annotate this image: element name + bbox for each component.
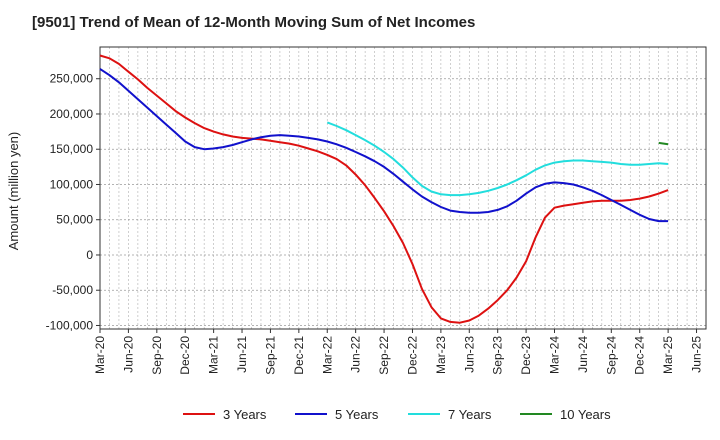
x-tick-label: Dec-24 bbox=[633, 336, 647, 375]
y-tick-label: -50,000 bbox=[52, 283, 93, 297]
x-tick-label: Jun-24 bbox=[576, 336, 590, 373]
y-tick-label: 50,000 bbox=[56, 213, 93, 227]
x-tick-label: Mar-20 bbox=[93, 336, 107, 374]
x-tick-label: Sep-22 bbox=[377, 336, 391, 375]
legend-label: 10 Years bbox=[560, 407, 611, 422]
x-tick-label: Sep-24 bbox=[604, 336, 618, 375]
x-tick-label: Dec-20 bbox=[178, 336, 192, 375]
x-tick-label: Jun-20 bbox=[121, 336, 135, 373]
x-tick-label: Dec-23 bbox=[519, 336, 533, 375]
x-tick-label: Dec-21 bbox=[292, 336, 306, 375]
y-axis-label: Amount (million yen) bbox=[6, 132, 21, 251]
x-tick-label: Jun-23 bbox=[462, 336, 476, 373]
x-tick-label: Mar-21 bbox=[207, 336, 221, 374]
series-line-3-years bbox=[99, 54, 669, 324]
series-line-5-years bbox=[99, 68, 669, 223]
x-tick-label: Sep-23 bbox=[491, 336, 505, 375]
y-tick-label: 250,000 bbox=[50, 72, 94, 86]
x-tick-label: Jun-21 bbox=[235, 336, 249, 373]
series-line-10-years bbox=[658, 141, 669, 146]
x-tick-label: Dec-22 bbox=[405, 336, 419, 375]
x-tick-label: Jun-25 bbox=[690, 336, 704, 373]
x-tick-label: Mar-22 bbox=[320, 336, 334, 374]
legend: 3 Years 5 Years 7 Years 10 Years bbox=[183, 407, 611, 422]
x-tick-label: Mar-23 bbox=[434, 336, 448, 374]
series-lines bbox=[99, 54, 669, 324]
x-tick-label: Sep-21 bbox=[263, 336, 277, 375]
y-tick-label: 150,000 bbox=[50, 142, 94, 156]
y-tick-labels: 250,000 200,000 150,000 100,000 50,000 0 -50,0… bbox=[46, 72, 94, 333]
y-tick-label: 0 bbox=[86, 248, 93, 262]
plot-frame bbox=[99, 46, 707, 330]
x-tick-label: Sep-20 bbox=[150, 336, 164, 375]
chart-title: [9501] Trend of Mean of 12-Month Moving … bbox=[32, 14, 476, 31]
y-tick-label: 100,000 bbox=[50, 177, 94, 191]
axes bbox=[96, 46, 707, 333]
x-tick-label: Jun-22 bbox=[349, 336, 363, 373]
legend-label: 7 Years bbox=[448, 407, 492, 422]
legend-label: 5 Years bbox=[335, 407, 379, 422]
x-tick-labels: Mar-20 Jun-20 Sep-20 Dec-20 Mar-21 Jun-21 Sep-… bbox=[93, 336, 704, 375]
series-line-7-years bbox=[326, 121, 669, 197]
y-tick-label: -100,000 bbox=[46, 318, 94, 332]
x-tick-label: Mar-25 bbox=[661, 336, 675, 374]
y-tick-label: 200,000 bbox=[50, 107, 94, 121]
legend-label: 3 Years bbox=[223, 407, 267, 422]
grid-lines bbox=[100, 47, 706, 329]
x-tick-label: Mar-24 bbox=[548, 336, 562, 374]
